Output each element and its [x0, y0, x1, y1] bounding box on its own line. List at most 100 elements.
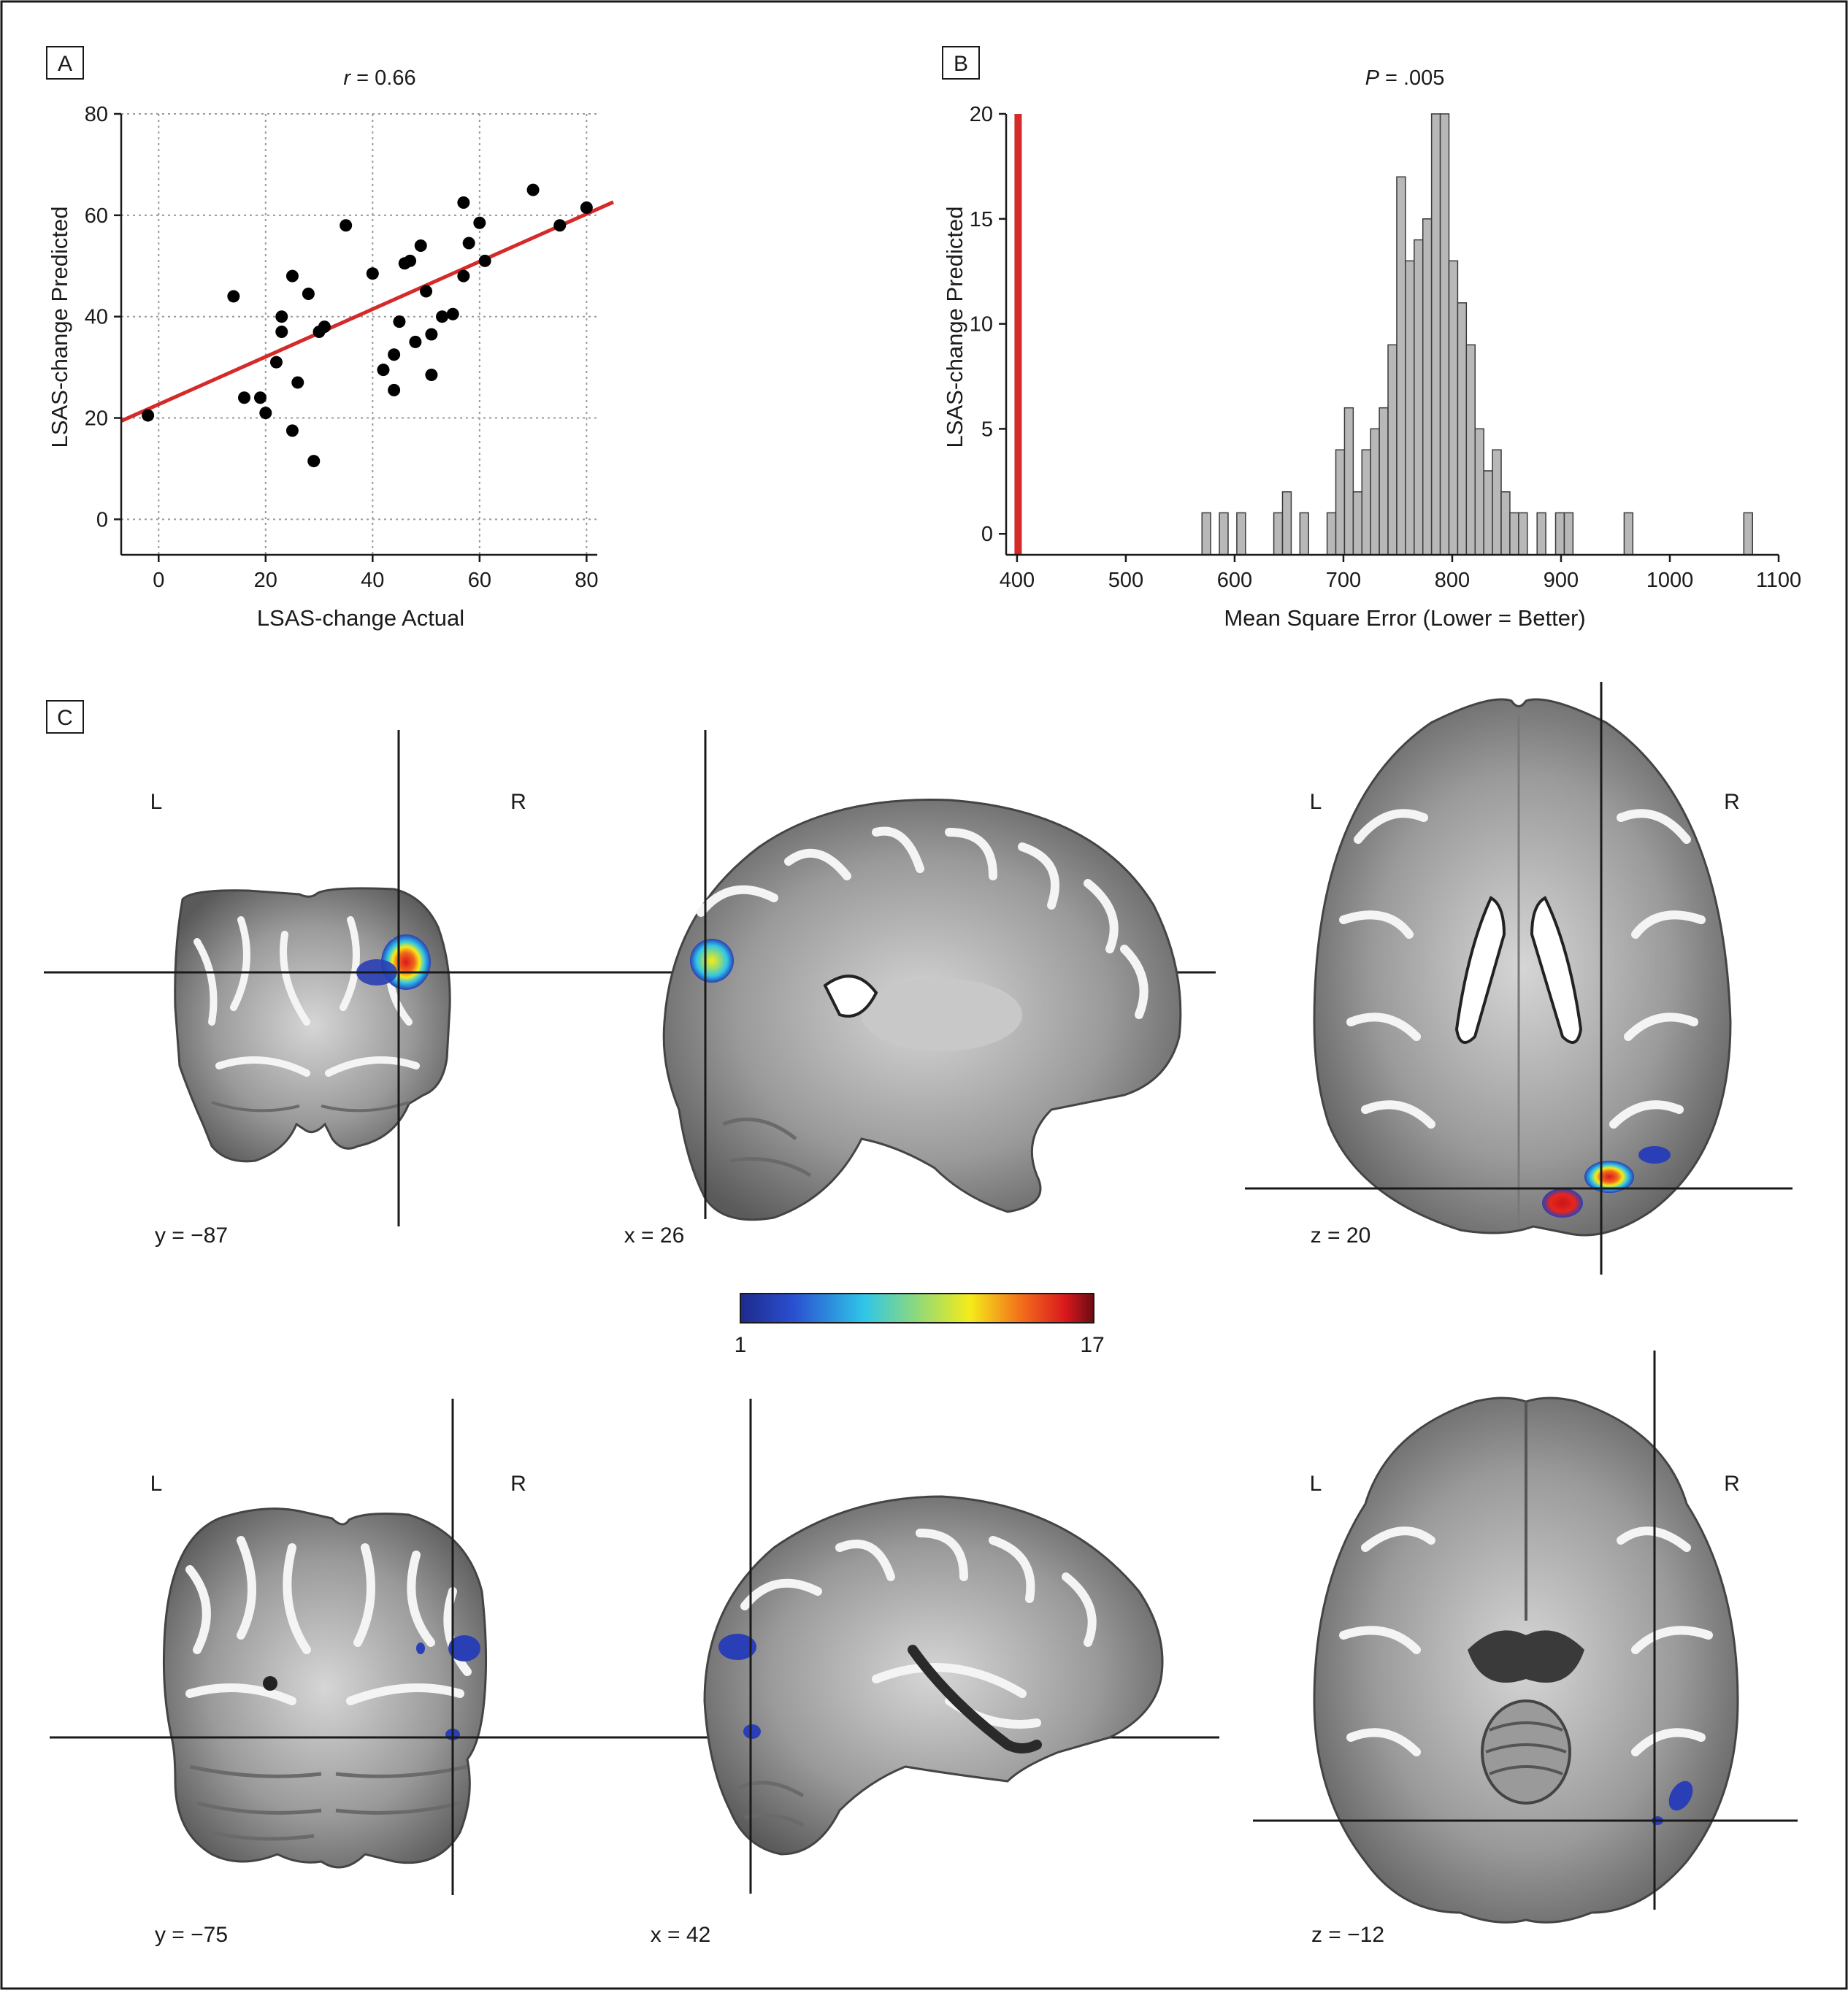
panel-b-bar-17: [1422, 218, 1433, 556]
panel-a-y-tick-label-4: 80: [85, 103, 108, 126]
panel-a-point-25: [420, 285, 433, 298]
colorbar-max-label: 17: [1080, 1333, 1104, 1357]
panel-b-histogram-bars: [1201, 113, 1753, 556]
panel-a-points: [142, 183, 593, 468]
panel-a-x-axis-label: LSAS-change Actual: [257, 605, 464, 631]
axial2-white-matter: [1339, 1526, 1713, 1756]
panel-b-bar-24: [1483, 470, 1493, 556]
side-label-left-row2: L: [150, 1472, 163, 1496]
panel-a-point-19: [388, 383, 401, 396]
panel-b-observed-mse-line: [1014, 114, 1022, 555]
panel-a-point-26: [425, 328, 438, 341]
panel-a-point-15: [340, 219, 353, 232]
panel-b-annotation-stat: P: [1365, 66, 1380, 90]
panel-a-point-6: [275, 310, 288, 323]
panel-b-label-box: [942, 46, 980, 80]
sagittal-cerebellum-folds: [722, 1117, 812, 1178]
panel-a-x-tick-label-2: 40: [361, 569, 384, 592]
panel-a-x-tick-label-3: 60: [468, 569, 491, 592]
panel-b-bar-3: [1273, 512, 1284, 556]
panel-a-point-20: [393, 315, 406, 329]
panel-b-bar-13: [1387, 344, 1397, 556]
axial-ventricle-left: [1454, 896, 1506, 1044]
panel-a-x-tick-label-0: 0: [153, 569, 164, 592]
colorbar-gradient: [740, 1293, 1094, 1324]
panel-a-point-30: [457, 269, 470, 283]
panel-a-point-37: [580, 201, 593, 214]
panel-b-bar-15: [1405, 260, 1415, 556]
panel-b-x-tick-label-6: 1000: [1646, 569, 1694, 592]
coronal2-white-matter: [185, 1536, 472, 1705]
panel-b-bar-30: [1554, 512, 1565, 556]
panel-a-point-17: [377, 364, 390, 377]
panel-b-bar-29: [1536, 512, 1546, 556]
panel-b-bar-32: [1623, 512, 1634, 556]
panel-a-point-18: [388, 348, 401, 361]
brain-slice-axial-row1: L R z = 20: [1245, 682, 1793, 1275]
panel-a-point-9: [285, 424, 299, 437]
panel-a-point-0: [142, 409, 155, 422]
panel-a-point-34: [478, 254, 491, 267]
coord-label-coronal-row1: y = −87: [155, 1223, 228, 1248]
side-label-left-axial-row2: L: [1310, 1472, 1322, 1496]
panel-a-point-29: [446, 307, 459, 320]
panel-a-point-22: [404, 254, 417, 267]
panel-b-bar-2: [1236, 512, 1246, 556]
coord-label-sagittal-row2: x = 42: [651, 1923, 711, 1947]
panel-a: A r = 0.66 0 20 40 60 80 0 20 40 60 80 LSAS-chang…: [46, 46, 614, 631]
panel-b-x-tick-label-1: 500: [1108, 569, 1143, 592]
panel-b-bar-25: [1492, 449, 1502, 556]
panel-a-point-24: [414, 239, 427, 253]
panel-a-point-12: [307, 455, 321, 468]
axial-brain-shape: [1313, 698, 1732, 1237]
panel-b-bar-10: [1361, 449, 1371, 556]
coronal2-activation-dot: [416, 1643, 425, 1654]
panel-a-y-axis-label: LSAS-change Predicted: [47, 207, 72, 448]
panel-a-point-31: [457, 196, 470, 209]
sagittal-ventricle: [823, 975, 878, 1018]
coronal2-brain-shape: [162, 1507, 488, 1869]
panel-b-x-tick-label-2: 600: [1217, 569, 1252, 592]
panel-b-bar-20: [1448, 260, 1459, 556]
coord-label-axial-row1: z = 20: [1311, 1223, 1371, 1248]
panel-a-regression-line: [120, 200, 614, 423]
panel-a-label-box: [46, 46, 84, 80]
panel-b-bar-5: [1299, 512, 1310, 556]
side-label-right-row2: R: [510, 1472, 526, 1496]
axial-activation-cluster: [1542, 1188, 1583, 1218]
panel-b-bar-28: [1518, 512, 1528, 556]
panel-b-bar-1: [1219, 512, 1229, 556]
panel-a-regression: [120, 200, 614, 423]
sagittal2-gyri: [740, 1529, 1097, 1729]
panel-a-point-10: [291, 376, 304, 389]
panel-a-y-tick-label-0: 0: [96, 508, 108, 531]
panel-b-bar-18: [1430, 113, 1441, 556]
panel-b-bar-26: [1500, 491, 1511, 556]
coord-label-axial-row2: z = −12: [1311, 1923, 1384, 1947]
panel-b-y-tick-label-4: 20: [970, 103, 993, 126]
side-label-right-axial-row2: R: [1724, 1472, 1740, 1496]
axial2-activation-cluster: [1668, 1780, 1693, 1811]
panel-a-point-32: [462, 237, 475, 250]
side-label-right: R: [510, 790, 526, 814]
panel-b-bar-9: [1352, 491, 1363, 556]
panel-a-point-2: [237, 391, 250, 404]
side-label-left: L: [150, 790, 163, 814]
panel-a-point-1: [227, 290, 240, 303]
panel-a-point-16: [366, 267, 379, 280]
axial2-midbrain-outline: [1468, 1630, 1584, 1683]
colorbar: 1 17: [735, 1293, 1105, 1357]
panel-b-bar-0: [1201, 512, 1211, 556]
panel-b-x-axis-label: Mean Square Error (Lower = Better): [1224, 605, 1585, 631]
sagittal2-sylvian-fissure: [908, 1645, 1042, 1753]
panel-a-point-7: [275, 326, 288, 339]
axial2-cerebellum-folds: [1485, 1721, 1567, 1775]
side-label-left-axial: L: [1310, 790, 1322, 814]
coord-label-sagittal-row1: x = 26: [624, 1223, 685, 1248]
panel-a-annotation-stat: r: [343, 66, 351, 90]
panel-a-x-tick-label-1: 20: [254, 569, 277, 592]
panel-b-label: B: [954, 52, 968, 76]
sagittal2-activation-small: [743, 1724, 761, 1739]
panel-b-bar-7: [1335, 449, 1346, 556]
